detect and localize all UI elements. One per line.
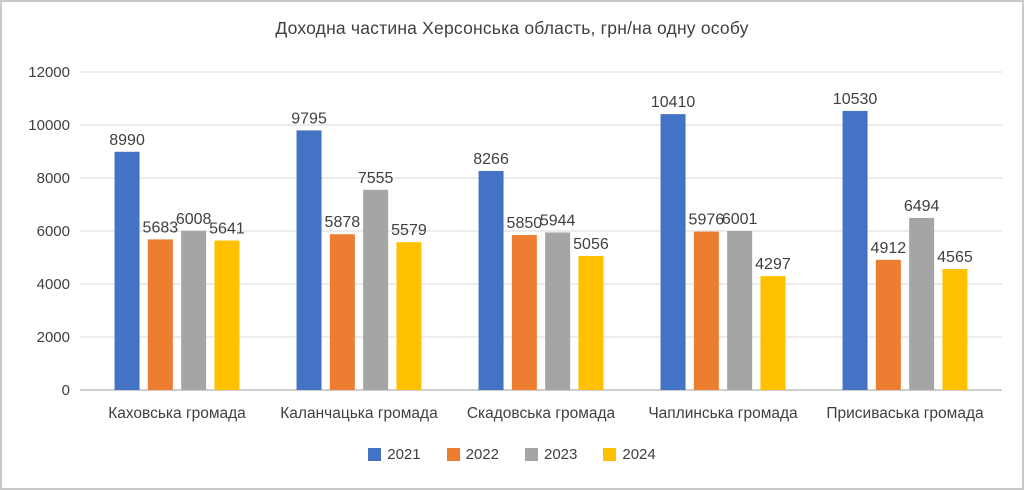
y-tick-label: 8000 <box>37 170 70 187</box>
legend-item-2023: 2023 <box>525 446 577 463</box>
data-label: 5944 <box>540 212 576 229</box>
bar-2022 <box>693 231 719 390</box>
data-label: 4297 <box>755 256 791 273</box>
bar-2024 <box>396 242 422 390</box>
y-tick-label: 0 <box>62 382 70 399</box>
x-category-label: Чаплинська громада <box>648 405 798 422</box>
x-category-label: Каланчацька громада <box>280 405 438 422</box>
data-label: 9795 <box>291 110 327 127</box>
bar-2023 <box>181 230 207 390</box>
x-category-label: Скадовська громада <box>467 405 616 422</box>
data-label: 5579 <box>391 222 427 239</box>
data-label: 10530 <box>833 91 878 108</box>
y-tick-label: 10000 <box>28 117 70 134</box>
data-label: 6494 <box>904 198 940 215</box>
bar-2022 <box>147 239 173 390</box>
legend-swatch-2021 <box>368 448 382 461</box>
bar-2024 <box>760 276 786 390</box>
y-tick-label: 6000 <box>37 223 70 240</box>
y-tick-label: 4000 <box>37 276 70 293</box>
bar-2024 <box>578 256 604 390</box>
bar-2023 <box>363 189 389 390</box>
bar-2024 <box>214 240 240 390</box>
bar-2021 <box>660 114 686 390</box>
bar-2022 <box>511 234 537 390</box>
data-label: 5683 <box>143 219 179 236</box>
y-tick-label: 12000 <box>28 64 70 81</box>
legend-swatch-2023 <box>525 448 538 461</box>
data-label: 4912 <box>871 240 907 257</box>
legend-swatch-2022 <box>446 448 460 461</box>
legend-item-2024: 2024 <box>603 446 656 463</box>
legend-label: 2021 <box>387 446 421 463</box>
bar-2023 <box>727 230 753 390</box>
data-label: 8266 <box>473 151 509 168</box>
data-label: 6001 <box>722 211 758 228</box>
legend-label: 2023 <box>544 446 578 463</box>
data-label: 8990 <box>109 132 145 149</box>
chart-title: Доходна частина Херсонська область, грн/… <box>275 18 749 38</box>
legend-item-2021: 2021 <box>368 446 421 463</box>
y-tick-label: 2000 <box>37 329 70 346</box>
data-label: 7555 <box>358 170 394 187</box>
data-label: 5976 <box>689 212 725 229</box>
legend-swatch-2024 <box>603 448 617 461</box>
data-label: 10410 <box>651 94 696 111</box>
legend-label: 2022 <box>465 446 499 463</box>
x-category-label: Присиваська громада <box>826 405 984 422</box>
legend-label: 2024 <box>622 446 656 463</box>
bar-2022 <box>329 234 355 390</box>
legend: 2021 2022 2023 2024 <box>2 446 1022 463</box>
bar-2021 <box>478 170 504 390</box>
data-label: 5641 <box>209 221 245 238</box>
x-category-label: Каховська громада <box>108 405 246 422</box>
bar-2021 <box>296 130 322 390</box>
bar-2021 <box>114 151 140 390</box>
bar-2023 <box>909 217 935 390</box>
bar-2021 <box>842 110 868 390</box>
bar-2023 <box>545 232 571 390</box>
bar-2024 <box>942 269 968 390</box>
data-label: 4565 <box>937 249 973 266</box>
legend-item-2022: 2022 <box>446 446 499 463</box>
data-label: 6008 <box>176 211 212 228</box>
bar-2022 <box>875 259 901 390</box>
data-label: 5056 <box>573 236 609 253</box>
data-label: 5878 <box>325 214 361 231</box>
data-label: 5850 <box>507 215 543 232</box>
